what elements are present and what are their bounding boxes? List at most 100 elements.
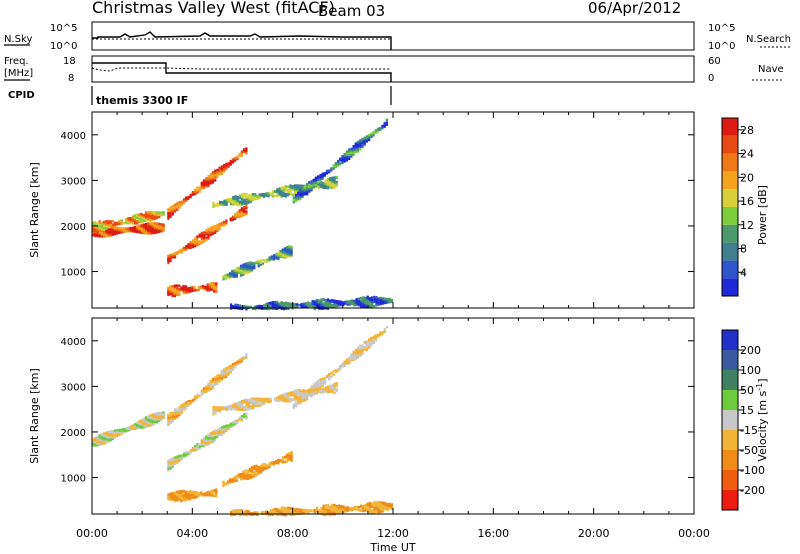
data-cell bbox=[331, 300, 334, 304]
data-cell bbox=[388, 297, 391, 301]
data-cell bbox=[348, 358, 351, 361]
data-cell bbox=[234, 420, 237, 423]
data-cell bbox=[384, 501, 387, 505]
data-cell bbox=[189, 286, 192, 290]
data-cell bbox=[200, 390, 203, 394]
data-cell bbox=[385, 121, 388, 125]
data-cell bbox=[167, 213, 170, 216]
data-cell bbox=[276, 396, 279, 399]
data-cell bbox=[335, 175, 338, 179]
data-cell bbox=[144, 211, 148, 214]
data-cell bbox=[211, 430, 214, 433]
data-cell bbox=[370, 336, 373, 340]
data-cell bbox=[198, 233, 201, 236]
time-tick-label: 04:00 bbox=[176, 527, 208, 540]
data-cell bbox=[333, 391, 336, 394]
data-cell bbox=[264, 259, 267, 262]
data-cell bbox=[257, 259, 260, 263]
data-cell bbox=[173, 206, 177, 210]
data-cell bbox=[271, 190, 274, 193]
data-cell bbox=[257, 469, 260, 472]
data-cell bbox=[301, 396, 304, 400]
data-cell bbox=[151, 214, 154, 217]
data-cell bbox=[337, 504, 341, 507]
colorbar-tick-label: 100 bbox=[740, 364, 761, 377]
data-cell bbox=[246, 264, 249, 267]
data-cell bbox=[298, 511, 301, 515]
data-cell bbox=[368, 502, 371, 505]
data-cell bbox=[178, 249, 181, 252]
data-cell bbox=[267, 302, 270, 305]
data-cell bbox=[167, 413, 170, 417]
data-cell bbox=[283, 460, 287, 464]
data-cell bbox=[213, 493, 216, 497]
data-cell bbox=[260, 305, 263, 308]
data-cell bbox=[322, 504, 325, 508]
data-cell bbox=[116, 226, 119, 229]
data-cell bbox=[238, 152, 241, 155]
data-cell bbox=[229, 368, 232, 371]
data-cell bbox=[103, 432, 106, 435]
data-cell bbox=[366, 295, 369, 298]
data-cell bbox=[194, 190, 197, 193]
colorbar-tick-label: 15 bbox=[740, 404, 754, 417]
data-cell bbox=[243, 148, 246, 151]
data-cell bbox=[96, 223, 99, 227]
y-tick-label: 2000 bbox=[61, 222, 86, 233]
data-cell bbox=[189, 497, 192, 500]
data-cell bbox=[329, 511, 332, 514]
data-cell bbox=[160, 211, 163, 214]
data-cell bbox=[208, 493, 211, 496]
data-cell bbox=[381, 126, 384, 129]
data-cell bbox=[243, 355, 246, 359]
data-cell bbox=[302, 306, 305, 309]
data-cell bbox=[176, 494, 179, 497]
data-cell bbox=[240, 210, 243, 213]
data-cell bbox=[236, 407, 239, 410]
data-cell bbox=[383, 328, 386, 331]
data-cell bbox=[173, 459, 177, 462]
data-cell bbox=[379, 127, 382, 130]
data-cell bbox=[317, 382, 320, 385]
data-cell bbox=[363, 341, 366, 344]
data-cell bbox=[131, 226, 134, 229]
data-cell bbox=[227, 424, 230, 427]
data-cell bbox=[234, 361, 237, 365]
data-cell bbox=[292, 405, 295, 408]
data-cell bbox=[308, 388, 311, 391]
data-cell bbox=[209, 438, 212, 442]
data-cell bbox=[238, 416, 241, 420]
data-cell bbox=[313, 302, 316, 305]
data-cell bbox=[260, 397, 263, 401]
data-cell bbox=[274, 300, 277, 304]
data-cell bbox=[285, 395, 288, 399]
data-cell bbox=[232, 403, 235, 407]
data-cell bbox=[363, 348, 366, 351]
data-cell bbox=[169, 259, 172, 263]
data-cell bbox=[182, 198, 186, 201]
data-cell bbox=[374, 334, 377, 337]
data-cell bbox=[118, 219, 121, 223]
data-cell bbox=[237, 270, 240, 274]
data-cell bbox=[238, 211, 241, 214]
data-cell bbox=[314, 384, 317, 388]
data-cell bbox=[194, 446, 197, 450]
data-cell bbox=[211, 438, 214, 441]
data-cell bbox=[286, 255, 289, 258]
data-cell bbox=[238, 209, 241, 212]
data-cell bbox=[171, 494, 174, 497]
data-cell bbox=[304, 391, 307, 394]
power-colorbar-label: Power [dB] bbox=[756, 185, 769, 245]
data-cell bbox=[167, 495, 170, 498]
colorbar-swatch bbox=[722, 224, 738, 243]
data-cell bbox=[267, 191, 270, 195]
data-cell bbox=[173, 408, 177, 411]
data-cell bbox=[281, 456, 284, 459]
data-cell bbox=[356, 349, 360, 353]
data-cell bbox=[364, 303, 367, 306]
data-cell bbox=[233, 270, 236, 274]
data-cell bbox=[191, 287, 194, 291]
data-cell bbox=[227, 405, 230, 408]
data-cell bbox=[288, 247, 291, 250]
data-cell bbox=[171, 420, 174, 423]
